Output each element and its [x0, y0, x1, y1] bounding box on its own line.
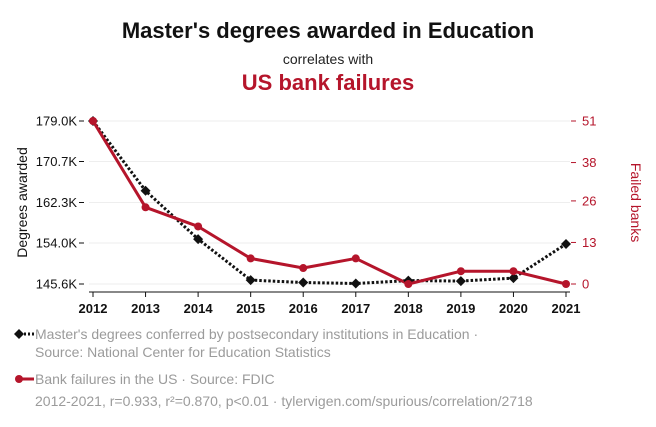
grid-lines	[89, 120, 570, 285]
axes: 145.6K 154.0K 162.3K 170.7K 179.0K Degrees aw…	[14, 114, 644, 317]
y-right-tick-label: 51	[582, 114, 596, 129]
chart-title: Master's degrees awarded in Education	[121, 18, 535, 43]
line-chart: 145.6K 154.0K 162.3K 170.7K 179.0K Degrees aw…	[14, 114, 644, 317]
y-right-tick-label: 0	[582, 277, 589, 292]
series-line-1	[91, 120, 567, 286]
legend-swatch-solid-circle	[15, 375, 34, 383]
y-left-tick-label: 145.6K	[36, 277, 78, 292]
chart-subtitle: correlates with	[282, 51, 374, 67]
series2-point-2013	[141, 203, 150, 212]
x-tick-label: 2014	[184, 301, 214, 316]
x-tick-label: 2018	[394, 301, 423, 316]
series-line-2	[91, 120, 567, 286]
series2-point-2018	[404, 280, 413, 288]
y-left-tick-label: 154.0K	[36, 236, 78, 251]
x-tick-label: 2017	[341, 301, 370, 316]
series1-point-2014	[193, 234, 204, 245]
legend-label-series1: Master's degrees conferred by postsecond…	[35, 326, 479, 360]
series	[88, 116, 571, 289]
y-right-axis-label: Failed banks	[628, 163, 644, 242]
series1-point-2020	[508, 273, 519, 284]
series2-point-2020	[509, 267, 518, 276]
series1-point-2017	[350, 278, 361, 289]
series1-point-2015	[245, 275, 256, 286]
x-tick-label: 2020	[499, 301, 528, 316]
legend-swatch-dotted-diamond	[14, 329, 34, 339]
series2-point-2012	[89, 117, 97, 125]
series1-point-2013	[140, 185, 151, 196]
y-left-tick-label: 162.3K	[36, 195, 78, 210]
x-tick-label: 2021	[552, 301, 581, 316]
series2-point-2014	[194, 222, 203, 231]
series2-point-2015	[246, 254, 255, 263]
series2-point-2019	[456, 267, 465, 276]
legend-label-series2: Bank failures in the US · Source: FDIC	[35, 371, 275, 387]
series2-point-2017	[351, 254, 360, 263]
series1-point-2019	[455, 276, 466, 287]
x-tick-label: 2019	[446, 301, 475, 316]
series2-point-2021	[562, 280, 570, 288]
y-left-tick-label: 179.0K	[36, 114, 78, 129]
series2-point-2016	[299, 264, 308, 273]
series1-point-2021	[561, 238, 571, 249]
y-right-tick-label: 13	[582, 235, 596, 250]
x-tick-label: 2012	[79, 301, 108, 316]
y-right-tick-label: 38	[582, 155, 596, 170]
x-tick-label: 2015	[236, 301, 265, 316]
series1-point-2016	[298, 277, 309, 288]
chart-title-secondary: US bank failures	[241, 70, 415, 95]
y-right-tick-label: 26	[582, 193, 596, 208]
x-tick-label: 2016	[289, 301, 318, 316]
x-tick-label: 2013	[131, 301, 160, 316]
y-left-tick-label: 170.7K	[36, 154, 78, 169]
chart-footer: 2012-2021, r=0.933, r²=0.870, p<0.01 · t…	[35, 393, 533, 409]
y-left-axis-label: Degrees awarded	[14, 147, 30, 258]
